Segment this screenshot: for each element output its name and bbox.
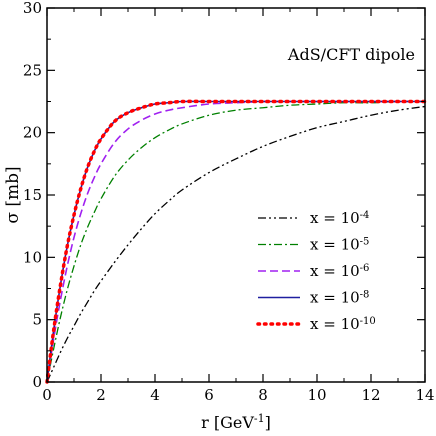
y-tick-label: 0 (32, 373, 42, 391)
x-tick-label: 12 (361, 386, 380, 404)
y-tick-label: 5 (32, 311, 42, 329)
series-line-2 (46, 100, 426, 383)
y-tick-label: 25 (23, 61, 42, 79)
legend-label-3: x = 10-6 (310, 262, 369, 280)
y-tick-label: 20 (23, 124, 42, 142)
x-tick-label: 14 (415, 386, 434, 404)
x-tick-label: 4 (150, 386, 160, 404)
plot-area (45, 99, 427, 384)
x-axis-label-tail: ] (265, 413, 271, 432)
x-tick-label: 10 (307, 386, 326, 404)
legend-label-2: x = 10-5 (310, 236, 369, 254)
y-tick-label: 10 (23, 248, 42, 266)
y-axis-label: σ [mb] (3, 166, 23, 223)
x-tick-label: 8 (258, 386, 268, 404)
y-tick-label: 30 (23, 0, 42, 17)
x-tick-label: 0 (42, 386, 52, 404)
legend-label-1: x = 10-4 (310, 209, 369, 227)
x-tick-label: 2 (96, 386, 106, 404)
y-tick-label: 15 (23, 186, 42, 204)
series-line-5 (45, 99, 427, 384)
x-axis-label: r [GeV-1] (201, 412, 271, 433)
series-line-1 (46, 105, 426, 383)
x-axis-label-sup: -1 (254, 412, 265, 425)
series-line-3 (46, 100, 425, 383)
legend-label-4: x = 10-8 (310, 289, 369, 307)
x-tick-label: 6 (204, 386, 214, 404)
x-axis-label-base: r [GeV (201, 413, 254, 432)
legend: x = 10-4 x = 10-5 x = 10-6 x = 10-8 x = 10-1… (256, 209, 376, 333)
legend-label-5: x = 10-10 (310, 315, 376, 333)
chart-annotation: AdS/CFT dipole (287, 45, 415, 64)
axis-ticks: 0 2 4 6 8 10 12 14 0 5 10 15 20 25 30 (23, 0, 435, 404)
